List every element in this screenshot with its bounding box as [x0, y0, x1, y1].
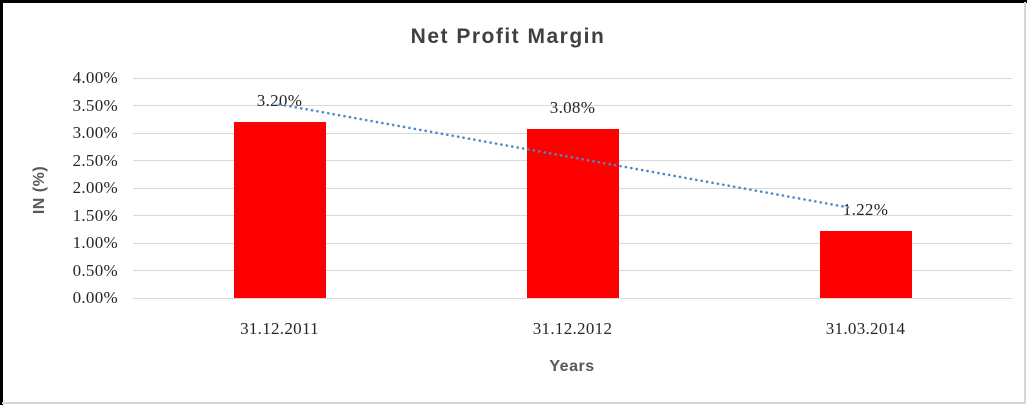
- gridline: [133, 77, 1012, 79]
- x-axis-title: Years: [549, 358, 595, 375]
- y-tick-label: 1.50%: [72, 205, 118, 225]
- gridline: [133, 297, 1012, 299]
- y-tick-label: 3.50%: [72, 95, 118, 115]
- bar-value-label: 3.08%: [549, 97, 596, 117]
- bar-value-label: 1.22%: [842, 199, 889, 219]
- x-category-label: 31.12.2012: [532, 319, 613, 338]
- x-category-label: 31.03.2014: [825, 319, 906, 338]
- frame-border-left: [0, 0, 3, 405]
- frame-border-bottom: [2, 402, 1026, 404]
- y-tick-label: 4.00%: [72, 68, 118, 87]
- y-tick-label: 3.00%: [72, 123, 118, 142]
- x-category-label: 31.12.2011: [240, 319, 319, 338]
- chart-title: Net Profit Margin: [410, 25, 606, 48]
- y-tick-label: 0.50%: [72, 260, 118, 280]
- bar-value-label: 3.20%: [256, 91, 303, 110]
- bar: [233, 122, 326, 298]
- y-tick-label: 0.00%: [72, 288, 118, 307]
- y-tick-label: 2.50%: [72, 150, 118, 170]
- frame-border-right: [1024, 2, 1026, 403]
- y-tick-label: 1.00%: [72, 233, 118, 252]
- bar: [526, 128, 619, 298]
- frame-border-top: [0, 0, 1027, 3]
- bar: [819, 230, 912, 298]
- y-tick-label: 2.00%: [72, 178, 118, 197]
